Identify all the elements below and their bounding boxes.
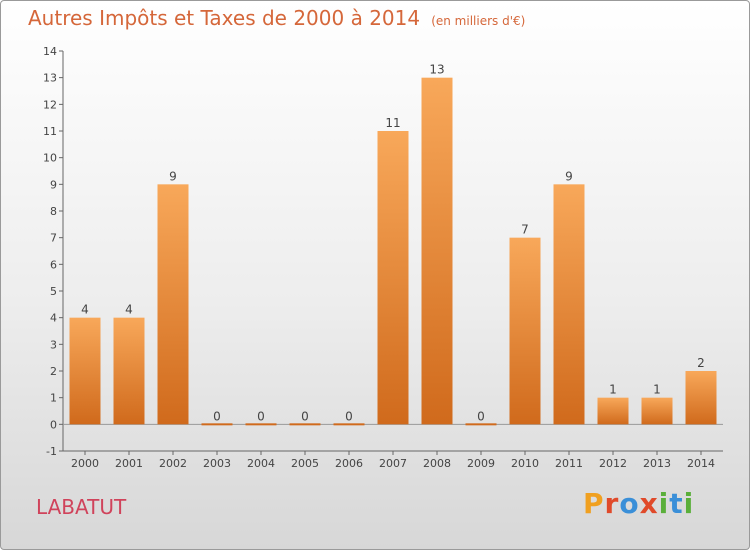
x-tick-label: 2004 bbox=[247, 457, 275, 470]
y-tick-label: 4 bbox=[50, 312, 57, 325]
logo-letter: P bbox=[583, 487, 605, 520]
title-block: Autres Impôts et Taxes de 2000 à 2014 (e… bbox=[28, 6, 525, 30]
logo-letter: i bbox=[658, 487, 670, 520]
data-label: 9 bbox=[169, 169, 177, 183]
x-tick-label: 2002 bbox=[159, 457, 187, 470]
x-tick-label: 2006 bbox=[335, 457, 363, 470]
data-label: 0 bbox=[345, 409, 353, 423]
data-label: 13 bbox=[429, 63, 444, 77]
data-label: 4 bbox=[125, 303, 133, 317]
x-tick-label: 2011 bbox=[555, 457, 583, 470]
y-tick-label: 1 bbox=[50, 392, 57, 405]
data-label: 0 bbox=[301, 409, 309, 423]
data-label: 0 bbox=[477, 409, 485, 423]
x-tick-label: 2000 bbox=[71, 457, 99, 470]
logo-letter: i bbox=[683, 487, 695, 520]
x-tick-label: 2003 bbox=[203, 457, 231, 470]
x-tick-label: 2014 bbox=[687, 457, 715, 470]
y-tick-label: 10 bbox=[43, 152, 57, 165]
proxiti-logo[interactable]: Proxiti bbox=[583, 487, 694, 520]
x-tick-label: 2007 bbox=[379, 457, 407, 470]
commune-name: LABATUT bbox=[36, 495, 127, 519]
data-label: 4 bbox=[81, 303, 89, 317]
y-tick-label: 11 bbox=[43, 125, 57, 138]
y-tick-label: 14 bbox=[43, 45, 57, 58]
y-tick-label: 13 bbox=[43, 72, 57, 85]
x-tick-label: 2005 bbox=[291, 457, 319, 470]
y-tick-label: 3 bbox=[50, 338, 57, 351]
data-label: 0 bbox=[213, 409, 221, 423]
bar bbox=[553, 184, 585, 425]
bar bbox=[685, 371, 717, 425]
bar bbox=[509, 237, 541, 425]
y-tick-label: 2 bbox=[50, 365, 57, 378]
x-tick-label: 2010 bbox=[511, 457, 539, 470]
y-tick-label: 9 bbox=[50, 178, 57, 191]
y-tick-label: 5 bbox=[50, 285, 57, 298]
data-label: 11 bbox=[385, 116, 400, 130]
bar bbox=[289, 423, 321, 426]
data-label: 1 bbox=[653, 383, 661, 397]
y-tick-label: 0 bbox=[50, 418, 57, 431]
bar bbox=[69, 317, 101, 425]
bar bbox=[597, 397, 629, 425]
y-tick-label: -1 bbox=[46, 445, 57, 458]
data-label: 7 bbox=[521, 223, 529, 237]
x-tick-label: 2009 bbox=[467, 457, 495, 470]
data-label: 9 bbox=[565, 169, 573, 183]
y-tick-label: 12 bbox=[43, 98, 57, 111]
x-tick-label: 2012 bbox=[599, 457, 627, 470]
bar bbox=[641, 397, 673, 425]
data-label: 1 bbox=[609, 383, 617, 397]
bars-group bbox=[69, 77, 717, 426]
logo-letter: r bbox=[604, 487, 620, 520]
x-tick-label: 2008 bbox=[423, 457, 451, 470]
logo-letter: x bbox=[639, 487, 659, 520]
bar bbox=[377, 131, 409, 425]
bar bbox=[333, 423, 365, 426]
data-label: 2 bbox=[697, 356, 705, 370]
y-tick-label: 8 bbox=[50, 205, 57, 218]
x-tick-label: 2013 bbox=[643, 457, 671, 470]
bar bbox=[157, 184, 189, 425]
bar bbox=[465, 423, 497, 426]
bar bbox=[245, 423, 277, 426]
chart-title: Autres Impôts et Taxes de 2000 à 2014 bbox=[28, 6, 421, 30]
logo-letter: o bbox=[619, 487, 640, 520]
chart-subtitle: (en milliers d'€) bbox=[431, 14, 526, 28]
x-tick-label: 2001 bbox=[115, 457, 143, 470]
bar bbox=[113, 317, 145, 425]
bar bbox=[421, 77, 453, 425]
bar bbox=[201, 423, 233, 426]
data-label: 0 bbox=[257, 409, 265, 423]
logo-letter: t bbox=[669, 487, 684, 520]
y-tick-label: 7 bbox=[50, 232, 57, 245]
y-tick-label: 6 bbox=[50, 258, 57, 271]
